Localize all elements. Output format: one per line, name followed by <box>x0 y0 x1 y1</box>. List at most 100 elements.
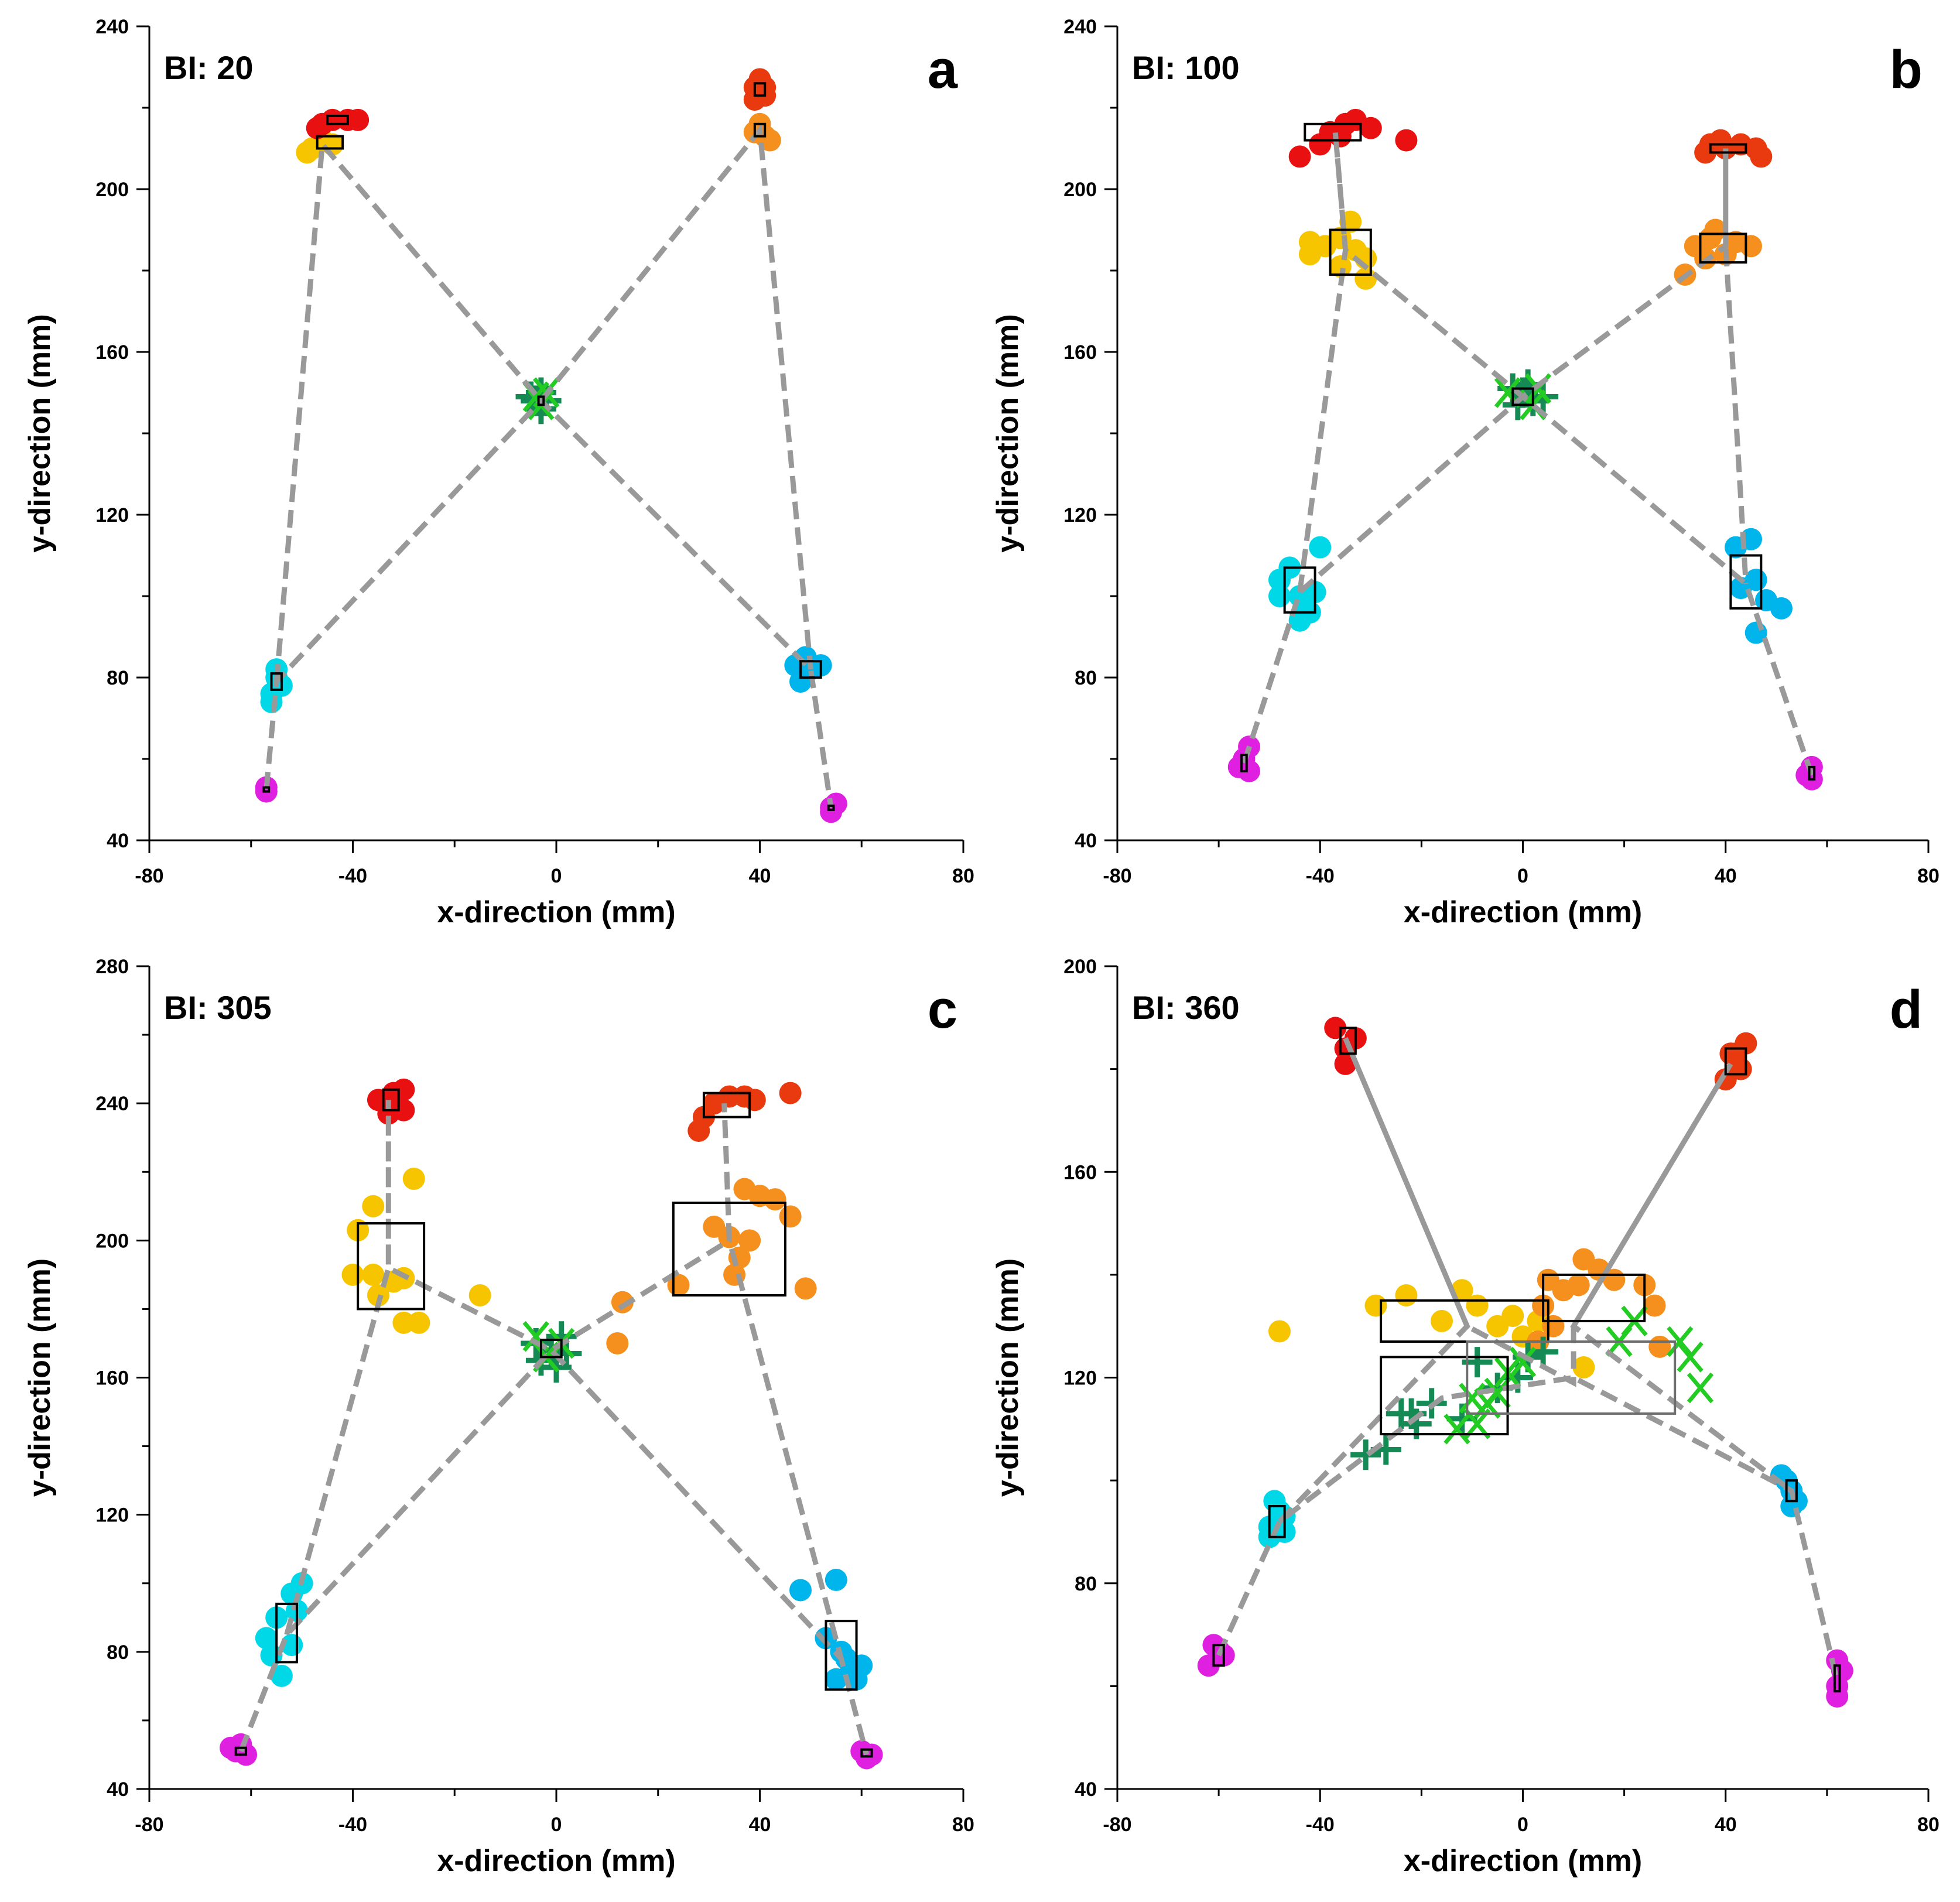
point-yellow <box>296 141 319 164</box>
y-tick-label: 40 <box>1075 830 1097 852</box>
point-orange <box>1704 218 1727 241</box>
y-tick-label: 120 <box>95 1504 129 1527</box>
x-axis-label: x-direction (mm) <box>437 895 675 929</box>
point-blue <box>1770 597 1793 620</box>
y-tick-label: 240 <box>95 1093 129 1115</box>
mean-box <box>753 82 767 97</box>
point-redorange <box>1709 129 1732 152</box>
y-tick-label: 40 <box>107 830 129 852</box>
point-green-x <box>1459 1383 1486 1414</box>
mean-boxes <box>262 82 835 811</box>
axes: -80 -40 0 40 80 40 80 120 160 200 240 <box>95 16 974 887</box>
chart-svg: -80 -40 0 40 80 40 80 120 160 200 240 x-direction (… <box>991 16 1940 929</box>
point-green-plus <box>1350 1439 1381 1470</box>
point-red <box>347 108 370 131</box>
point-redorange <box>718 1085 741 1108</box>
mean-boxes <box>234 1088 873 1758</box>
mean-box <box>1542 1273 1646 1322</box>
point-magenta <box>820 801 843 823</box>
point-cyan <box>270 1664 293 1687</box>
x-tick-label: 0 <box>1517 865 1528 887</box>
axes: -80 -40 0 40 80 40 80 120 160 200 <box>1063 956 1940 1836</box>
point-redorange <box>1719 1042 1742 1065</box>
data-points <box>220 1078 883 1770</box>
point-yellow <box>402 1167 425 1190</box>
mean-box <box>382 1088 400 1111</box>
point-yellow <box>1431 1309 1453 1332</box>
point-yellow <box>1364 1294 1387 1317</box>
axes: -80 -40 0 40 80 40 80 120 160 200 240 280 <box>95 956 974 1836</box>
x-tick-label: -80 <box>135 1814 163 1836</box>
panel-title: BI: 20 <box>164 49 254 86</box>
data-points <box>255 68 847 823</box>
y-axis-label: y-direction (mm) <box>23 1258 57 1497</box>
y-tick-label: 160 <box>95 341 129 364</box>
point-redorange <box>1750 145 1773 168</box>
mean-box <box>1724 1047 1747 1076</box>
mean-box <box>1466 1340 1677 1415</box>
mean-box <box>357 1222 426 1311</box>
data-points <box>1197 1017 1853 1708</box>
x-tick-label: -40 <box>338 1814 367 1836</box>
point-green-x <box>1484 1377 1511 1409</box>
mean-box <box>1212 1644 1225 1667</box>
mean-box <box>1729 554 1763 610</box>
mean-box <box>860 1748 873 1758</box>
mean-box <box>1339 1027 1357 1055</box>
y-tick-label: 160 <box>1063 1161 1097 1183</box>
point-yellow <box>468 1284 491 1306</box>
mean-boxes <box>1240 122 1816 781</box>
mean-box <box>316 135 344 150</box>
point-orange <box>606 1332 629 1354</box>
mean-box <box>270 672 283 691</box>
y-tick-label: 200 <box>95 179 129 201</box>
x-tick-label: -80 <box>135 865 163 887</box>
y-tick-label: 200 <box>95 1230 129 1252</box>
x-tick-label: -40 <box>338 865 367 887</box>
x-tick-label: -80 <box>1103 865 1131 887</box>
point-cyan <box>1309 536 1332 559</box>
point-orange <box>1567 1274 1590 1296</box>
point-red <box>1288 145 1311 168</box>
mean-box <box>262 786 271 793</box>
dashed-line <box>284 1100 844 1660</box>
y-tick-label: 280 <box>95 956 129 978</box>
mean-box <box>1785 1479 1798 1503</box>
mean-box <box>702 1092 751 1118</box>
mean-box <box>1699 232 1747 264</box>
point-green-x <box>1687 1372 1714 1404</box>
y-axis-label: y-direction (mm) <box>991 1258 1025 1497</box>
point-blue <box>825 1568 847 1591</box>
connection-lines <box>1241 132 1815 776</box>
point-yellow <box>1572 1356 1595 1378</box>
x-tick-label: 40 <box>749 865 771 887</box>
point-orange <box>794 1277 817 1300</box>
x-tick-label: 0 <box>551 865 562 887</box>
mean-box <box>1304 122 1362 142</box>
point-green-x <box>1677 1342 1704 1373</box>
point-green-x <box>1509 1346 1537 1378</box>
y-tick-label: 200 <box>1063 179 1097 201</box>
point-yellow <box>341 1263 364 1286</box>
point-cyan <box>1268 585 1291 607</box>
chart-panel-b: -80 -40 0 40 80 40 80 120 160 200 240 x-direction (… <box>980 0 1960 943</box>
mean-box <box>825 1620 858 1691</box>
mean-box <box>537 395 545 406</box>
point-magenta <box>1826 1649 1849 1672</box>
y-axis-label: y-direction (mm) <box>991 314 1025 552</box>
mean-box <box>799 660 822 679</box>
point-cyan <box>255 1627 278 1650</box>
chart-svg: -80 -40 0 40 80 40 80 120 160 200 x-direction (mm)… <box>991 956 1940 1878</box>
x-tick-label: 80 <box>1917 865 1940 887</box>
mean-box <box>1329 228 1372 276</box>
point-orange <box>779 1205 802 1228</box>
mean-box <box>1268 1505 1286 1538</box>
point-orange <box>764 1188 786 1211</box>
axes: -80 -40 0 40 80 40 80 120 160 200 240 <box>1063 16 1940 887</box>
point-green-x <box>1667 1326 1694 1357</box>
mean-box <box>234 1746 248 1756</box>
x-axis-label: x-direction (mm) <box>1404 1844 1642 1878</box>
x-tick-label: -40 <box>1306 865 1335 887</box>
mean-box <box>326 114 349 125</box>
y-tick-label: 160 <box>1063 341 1097 364</box>
